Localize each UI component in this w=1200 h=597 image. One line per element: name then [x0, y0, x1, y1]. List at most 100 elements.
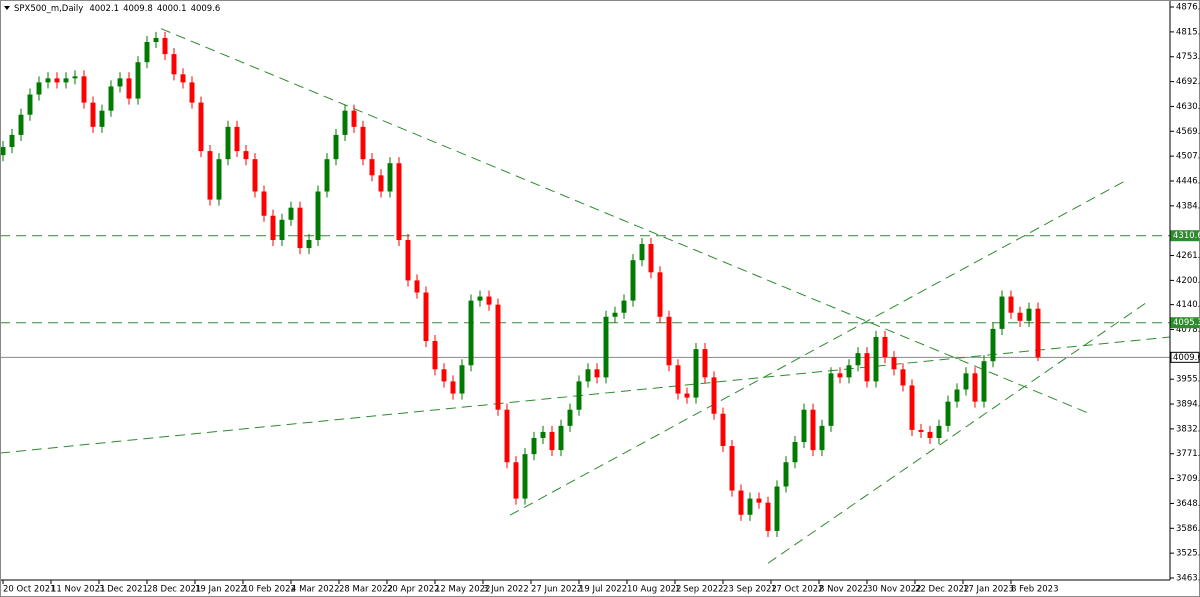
candle-body — [459, 365, 465, 394]
candle-body — [720, 413, 726, 447]
candle-body — [495, 304, 501, 410]
candle-body — [1035, 308, 1041, 358]
candle-body — [531, 437, 537, 455]
candle-body — [117, 78, 123, 87]
candle-body — [279, 219, 285, 240]
candle-body — [657, 272, 663, 317]
y-tick-label: 4446.0 — [1176, 176, 1200, 186]
candle-body — [153, 37, 159, 42]
candle-body — [729, 446, 735, 491]
candle-body — [963, 373, 969, 390]
x-tick-label: 27 Jun 2022 — [531, 585, 582, 595]
candle-body — [315, 191, 321, 240]
candle-body — [558, 425, 564, 451]
candle-body — [225, 126, 231, 160]
candle-body — [945, 401, 951, 426]
y-tick-label: 4140.0 — [1176, 300, 1200, 310]
x-tick-label: 1 Sep 2022 — [675, 585, 723, 595]
candle-body — [891, 357, 897, 370]
x-tick-label: 23 Sep 2022 — [723, 585, 777, 595]
y-tick-label: 4200.0 — [1176, 276, 1200, 286]
candle-body — [288, 207, 294, 220]
trendline — [160, 28, 1091, 415]
y-tick-label: 4630.5 — [1176, 102, 1200, 112]
x-tick-label: 11 Nov 2021 — [51, 585, 105, 595]
y-tick-label: 4384.5 — [1176, 201, 1200, 211]
candle-body — [1008, 296, 1014, 313]
candle-body — [837, 373, 843, 378]
candle-body — [243, 151, 249, 160]
price-label: 4009.6 — [1173, 353, 1200, 363]
price-label: 4310.6 — [1173, 231, 1200, 241]
candle-body — [441, 369, 447, 382]
x-tick-label: 20 Oct 2021 — [3, 585, 56, 595]
y-tick-label: 4876.6 — [1176, 3, 1200, 13]
candle-body — [855, 353, 861, 366]
x-tick-label: 4 Mar 2022 — [291, 585, 339, 595]
candle-body — [603, 316, 609, 378]
header-text: SPX500_m,Daily 4002.1 4009.8 4000.1 4009.6 — [14, 4, 220, 14]
candle-body — [477, 296, 483, 301]
x-tick-label: 8 Feb 2023 — [1011, 585, 1059, 595]
candle-body — [405, 239, 411, 281]
candle-body — [198, 102, 204, 152]
candle-body — [72, 76, 78, 79]
header: SPX500_m,Daily 4002.1 4009.8 4000.1 4009.6 — [4, 4, 220, 14]
ohlc-open: 4002.1 — [89, 4, 119, 14]
candle-body — [612, 312, 618, 317]
x-tick-label: 22 Dec 2022 — [915, 585, 969, 595]
candle-body — [297, 207, 303, 249]
candle-body — [468, 300, 474, 366]
candle-body — [936, 425, 942, 438]
candle-body — [576, 381, 582, 410]
candle-body — [684, 393, 690, 398]
candle-body — [585, 369, 591, 382]
candle-body — [162, 37, 168, 55]
candle-body — [873, 336, 879, 382]
candle-body — [396, 163, 402, 240]
candle-body — [234, 126, 240, 152]
candle-body — [351, 110, 357, 127]
x-tick-label: 28 Dec 2021 — [147, 585, 201, 595]
x-tick-label: 3 Dec 2021 — [99, 585, 148, 595]
x-tick-label: 19 Jan 2022 — [195, 585, 246, 595]
x-tick-label: 17 Jan 2023 — [963, 585, 1014, 595]
candle-body — [639, 244, 645, 261]
candle-body — [261, 191, 267, 216]
candle-body — [414, 280, 420, 293]
y-tick-label: 4261.5 — [1176, 251, 1200, 261]
candle-body — [540, 431, 546, 438]
candle-body — [27, 94, 33, 115]
candle-body — [333, 134, 339, 160]
candle-body — [918, 429, 924, 432]
candle-body — [648, 244, 654, 273]
candle-body — [90, 102, 96, 127]
candle-body — [828, 373, 834, 426]
candle-body — [675, 365, 681, 394]
candle-body — [756, 498, 762, 503]
candle-body — [54, 78, 60, 83]
candle-body — [846, 365, 852, 378]
candle-body — [792, 442, 798, 463]
candle-body — [819, 425, 825, 451]
candle-body — [270, 215, 276, 240]
candle-body — [882, 336, 888, 358]
x-tick-label: 28 Mar 2022 — [339, 585, 393, 595]
x-tick-label: 10 Feb 2022 — [243, 585, 296, 595]
y-tick-label: 4569.0 — [1176, 127, 1200, 137]
candle-body — [513, 462, 519, 499]
candle-body — [216, 159, 222, 200]
candle-body — [387, 163, 393, 192]
candle-body — [549, 431, 555, 451]
y-tick-label: 3894.0 — [1176, 400, 1200, 410]
trendline — [767, 299, 1151, 564]
candle-body — [693, 349, 699, 398]
price-label: 4095.3 — [1173, 318, 1200, 328]
candle-body — [180, 74, 186, 83]
candle-body — [144, 41, 150, 63]
candle-body — [189, 82, 195, 103]
ohlc-high: 4009.8 — [123, 4, 153, 14]
